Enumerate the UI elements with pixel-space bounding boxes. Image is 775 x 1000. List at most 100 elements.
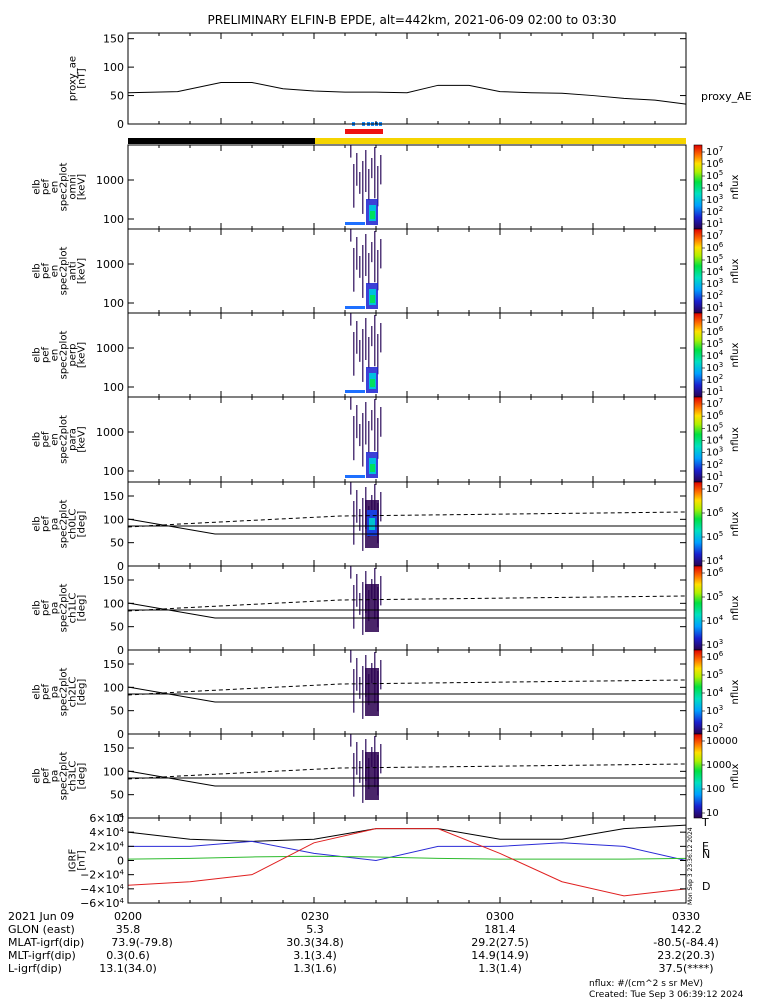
y-tick-label: 100 [103, 597, 124, 610]
footer-row-value: 5.3 [306, 923, 324, 936]
colorbar-tick-label: 104 [706, 686, 724, 699]
footer-row-value: 1.3(1.4) [478, 962, 522, 975]
y-tick-label: 1000 [96, 174, 124, 187]
colorbar-label: nflux [730, 511, 741, 536]
y-axis-label: [nT] [77, 68, 88, 88]
flux-cell [370, 464, 375, 472]
plot-frame [127, 144, 687, 230]
y-axis-label: [nT] [77, 850, 88, 870]
anti-loss-cone-line [127, 763, 687, 780]
flux-cell [345, 390, 365, 393]
anti-loss-cone-line [127, 679, 687, 696]
colorbar-tick-label: 106 [706, 566, 724, 579]
y-axis-label: elb [32, 347, 43, 362]
state-bar-dark [128, 138, 315, 144]
colorbar-tick-label: 103 [706, 704, 723, 717]
y-axis-label: pef [41, 768, 52, 785]
y-tick-label: 150 [103, 658, 124, 671]
y-axis-label: pef [41, 516, 52, 533]
flux-streak [353, 501, 355, 545]
flux-streak [368, 253, 370, 285]
y-tick-label: 4×104 [89, 826, 124, 839]
created-stamp: Created: Tue Sep 3 06:39:12 2024 [589, 990, 744, 1000]
flux-streak [356, 321, 358, 354]
y-tick-label: 100 [103, 297, 124, 310]
colorbar-label: nflux [730, 595, 741, 620]
flux-streak [356, 658, 358, 691]
colorbar-scale [693, 396, 703, 483]
chart-title: PRELIMINARY ELFIN-B EPDE, alt=442km, 202… [207, 13, 616, 27]
y-axis-label: ch0LC [68, 509, 79, 540]
y-tick-label: 0 [117, 644, 124, 657]
y-axis-label: para [68, 428, 79, 451]
flux-streak [374, 231, 376, 283]
colorbar-tick-label: 102 [706, 458, 723, 471]
footer-time-3: 0330 [672, 910, 700, 923]
y-axis-label: anti [68, 261, 79, 280]
colorbar-tick-label: 106 [706, 650, 724, 663]
flux-streak [377, 418, 379, 459]
flux-streak [380, 155, 382, 185]
y-tick-label: 1000 [96, 342, 124, 355]
flux-streak [380, 407, 382, 437]
colorbar-scale [693, 649, 703, 735]
colorbar-label: nflux [730, 427, 741, 452]
flux-streak [365, 234, 367, 276]
y-axis-label: spec2plot [59, 247, 70, 296]
flux-cell [365, 584, 379, 632]
flux-streak [362, 161, 364, 214]
colorbar-label: nflux [730, 763, 741, 788]
anti-loss-cone-line [127, 595, 687, 612]
y-axis-label: en [50, 181, 61, 194]
flux-streak [353, 669, 355, 713]
flux-streak [356, 405, 358, 439]
flux-streak [359, 509, 361, 531]
proxy-ae-line [127, 81, 687, 105]
colorbar-scale [693, 228, 703, 314]
colorbar-label: nflux [730, 342, 741, 367]
y-axis-label: pa [50, 602, 61, 614]
footer-row-value: 14.9(14.9) [471, 949, 529, 962]
flux-streak [371, 326, 373, 347]
y-tick-label: 50 [110, 537, 124, 550]
footer-row-label: L-igrf(dip) [8, 962, 62, 975]
flux-streak [353, 248, 355, 292]
flux-streak [380, 660, 382, 690]
y-axis-label: pef [41, 263, 52, 280]
colorbar-label: nflux [730, 258, 741, 283]
colorbar-tick-label: 103 [706, 446, 723, 459]
y-axis-label: pef [41, 179, 52, 196]
legend-proxy-ae: proxy_AE [701, 90, 752, 103]
colorbar-tick-label: 105 [706, 421, 723, 434]
flux-streak [356, 237, 358, 270]
y-axis-label: perp [68, 344, 79, 367]
footer-row-value: 13.1(34.0) [99, 962, 157, 975]
y-axis-label: [deg] [77, 511, 88, 538]
flux-streak [380, 239, 382, 269]
y-axis-label: elb [32, 179, 43, 194]
flux-streak [353, 753, 355, 797]
y-axis-label: ch1LC [68, 593, 79, 624]
units-note: nflux: #/(cm^2 s sr MeV) [589, 979, 703, 989]
y-axis-label: pef [41, 600, 52, 617]
colorbar-tick-label: 1000 [706, 760, 731, 771]
y-tick-label: 0 [117, 728, 124, 741]
flux-streak [380, 576, 382, 606]
flux-streak [365, 402, 367, 445]
y-tick-label: 100 [103, 765, 124, 778]
y-tick-label: 0 [117, 812, 124, 825]
flux-streak [353, 332, 355, 376]
flux-streak [359, 340, 361, 362]
flux-streak [350, 734, 352, 747]
legend-E: E [702, 840, 709, 853]
y-axis-label: pa [50, 686, 61, 698]
y-tick-label: 50 [110, 705, 124, 718]
y-axis-label: spec2plot [59, 668, 70, 717]
colorbar-scale [693, 312, 703, 398]
